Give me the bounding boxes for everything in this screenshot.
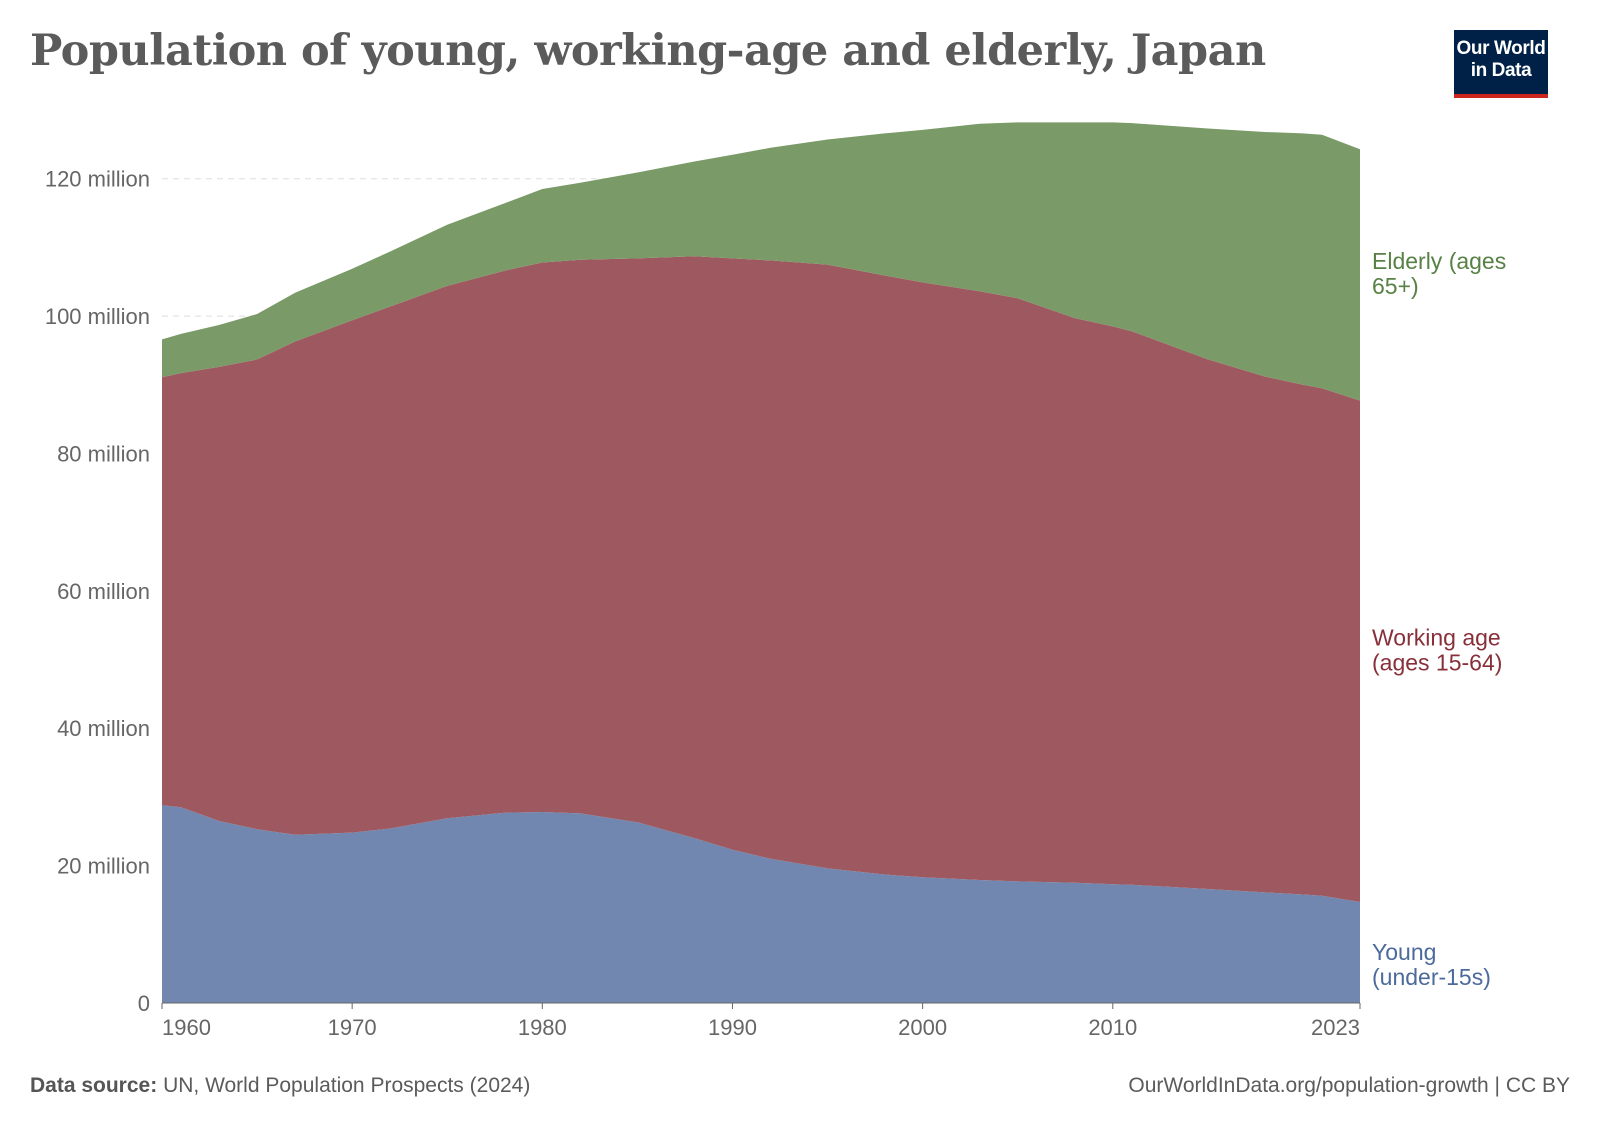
x-tick-label: 1960 (162, 1015, 211, 1040)
y-tick-label: 20 million (57, 854, 150, 879)
area-young (162, 805, 1360, 1003)
y-tick-label: 120 million (45, 167, 150, 192)
stacked-area-chart: 0 20 million 40 million 60 million 80 millio… (45, 122, 1506, 1040)
x-tick-label: 1980 (518, 1015, 567, 1040)
chart-title: Population of young, working-age and eld… (30, 26, 1266, 76)
axes: 0 20 million 40 million 60 million 80 millio… (45, 167, 1361, 1040)
y-tick-label: 40 million (57, 716, 150, 741)
x-tick-label: 1970 (328, 1015, 377, 1040)
y-tick-label: 100 million (45, 304, 150, 329)
y-tick-label: 0 (138, 991, 150, 1016)
license: | CC BY (1494, 1074, 1570, 1097)
series-label-elderly: Elderly (ages 65+) (1372, 248, 1506, 299)
x-tick-label: 1990 (708, 1015, 757, 1040)
series-labels: Young (under-15s) Working age (ages 15-64) E… (1372, 248, 1506, 990)
series-label-young: Young (under-15s) (1372, 939, 1491, 990)
area-working-age (162, 256, 1360, 902)
area-series (162, 122, 1360, 1003)
x-tick-label: 2023 (1311, 1015, 1360, 1040)
series-label-working-age: Working age (ages 15-64) (1372, 624, 1502, 675)
data-source-label: Data source: (30, 1074, 158, 1097)
x-tick-label: 2000 (898, 1015, 947, 1040)
x-tick-label: 2010 (1088, 1015, 1137, 1040)
area-elderly (162, 122, 1360, 401)
footer-link[interactable]: OurWorldInData.org/population-growth | C… (1128, 1074, 1570, 1098)
data-source: Data source: UN, World Population Prospe… (30, 1074, 530, 1098)
data-source-text: UN, World Population Prospects (2024) (163, 1074, 531, 1097)
logo-line-2: in Data (1470, 60, 1532, 81)
y-tick-label: 60 million (57, 579, 150, 604)
source-url[interactable]: OurWorldInData.org/population-growth (1128, 1074, 1489, 1097)
logo-line-1: Our World (1456, 38, 1546, 59)
owid-logo[interactable]: Our World in Data (1454, 30, 1548, 98)
y-tick-label: 80 million (57, 441, 150, 466)
